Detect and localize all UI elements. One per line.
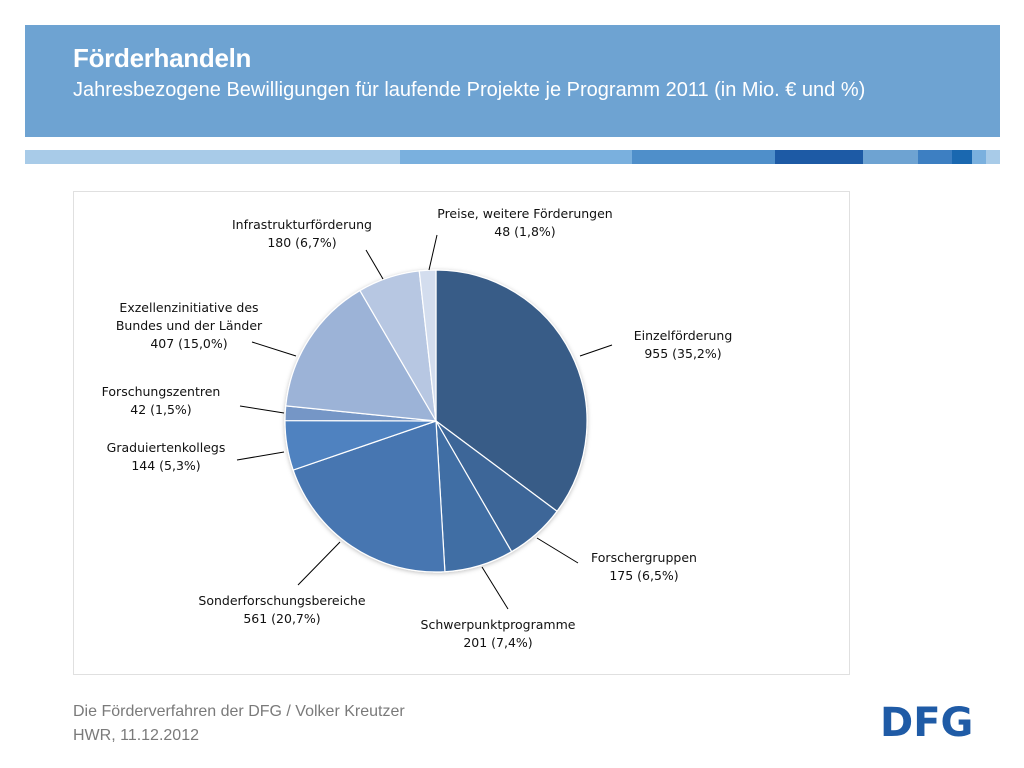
- stripe-segment: [986, 150, 1000, 164]
- data-label: Exzellenzinitiative des Bundes und der Lä…: [116, 300, 263, 351]
- data-label-line: Bundes und der Länder: [116, 318, 263, 333]
- data-label-line: 955 (35,2%): [644, 346, 721, 361]
- leader-line: [579, 344, 613, 357]
- data-label: Einzelförderung 955 (35,2%): [634, 328, 733, 361]
- data-label: Sonderforschungsbereiche 561 (20,7%): [198, 593, 366, 626]
- data-label-line: 144 (5,3%): [131, 458, 200, 473]
- pie-slice: [418, 269, 437, 422]
- leader-line: [365, 249, 384, 280]
- data-label-line: Graduiertenkollegs: [107, 440, 226, 455]
- pie-slice: [285, 289, 438, 422]
- footer-author: Die Förderverfahren der DFG / Volker Kre…: [73, 703, 405, 720]
- data-label-line: Forschergruppen: [591, 550, 697, 565]
- leader-line: [481, 566, 509, 610]
- leader-line: [536, 537, 579, 564]
- leader-line: [239, 405, 285, 414]
- slide-subtitle: Jahresbezogene Bewilligungen für laufend…: [73, 79, 866, 101]
- leader-line: [428, 234, 438, 271]
- stripe-segment: [25, 150, 400, 164]
- data-label: Forschergruppen 175 (6,5%): [591, 550, 697, 583]
- footer-date: HWR, 11.12.2012: [73, 727, 199, 744]
- data-label-line: 175 (6,5%): [609, 568, 678, 583]
- data-label-line: Preise, weitere Förderungen: [437, 206, 612, 221]
- data-label: Preise, weitere Förderungen 48 (1,8%): [437, 206, 612, 239]
- data-label: Forschungszentren 42 (1,5%): [102, 384, 221, 417]
- stripe-segment: [972, 150, 986, 164]
- stripe-segment: [632, 150, 775, 164]
- data-label-line: Einzelförderung: [634, 328, 733, 343]
- slide-header: Förderhandeln Jahresbezogene Bewilligung…: [25, 25, 1000, 137]
- data-label-line: 42 (1,5%): [130, 402, 191, 417]
- data-label-line: 48 (1,8%): [494, 224, 555, 239]
- data-label-line: 561 (20,7%): [243, 611, 320, 626]
- leader-line: [297, 541, 341, 586]
- data-label-line: Forschungszentren: [102, 384, 221, 399]
- data-label-line: 180 (6,7%): [267, 235, 336, 250]
- data-label-line: 407 (15,0%): [150, 336, 227, 351]
- pie-slice: [292, 420, 446, 573]
- stripe-segment: [952, 150, 972, 164]
- data-label-line: Sonderforschungsbereiche: [198, 593, 366, 608]
- leader-line: [251, 341, 297, 357]
- stripe-segment: [863, 150, 918, 164]
- data-label-line: 201 (7,4%): [463, 635, 532, 650]
- data-label-line: Exzellenzinitiative des: [119, 300, 258, 315]
- dfg-logo-text: DFG: [880, 700, 973, 742]
- data-label: Infrastrukturförderung 180 (6,7%): [232, 217, 372, 250]
- data-label: Graduiertenkollegs 144 (5,3%): [107, 440, 226, 473]
- data-label: Schwerpunktprogramme 201 (7,4%): [421, 617, 576, 650]
- data-label-line: Schwerpunktprogramme: [421, 617, 576, 632]
- stripe-segment: [400, 150, 632, 164]
- pie-slice: [435, 269, 588, 513]
- stripe-segment: [775, 150, 863, 164]
- stripe-segment: [918, 150, 952, 164]
- slide-title: Förderhandeln: [73, 43, 252, 73]
- data-label-line: Infrastrukturförderung: [232, 217, 372, 232]
- dfg-logo: DFG: [880, 700, 973, 742]
- leader-line: [236, 451, 285, 461]
